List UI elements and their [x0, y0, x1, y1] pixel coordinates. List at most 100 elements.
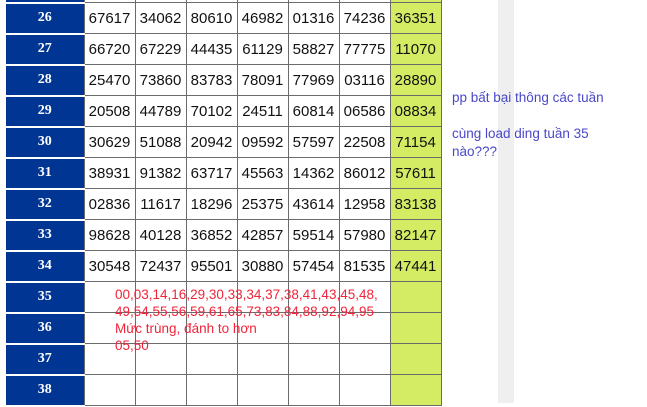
number-cell[interactable]: 20942: [185, 126, 238, 158]
comment-note: pp bất bại thông các tuần cùng load ding…: [452, 89, 612, 161]
highlight-cell[interactable]: 71154: [389, 126, 442, 158]
number-cell[interactable]: 43614: [287, 188, 340, 220]
overlay-line: 05,50: [115, 338, 149, 353]
table-row: 33 98628 40128 36852 42857 59514 57980 82147: [6, 219, 442, 252]
number-cell[interactable]: [185, 374, 238, 406]
number-cell[interactable]: 38931: [83, 157, 136, 189]
overlay-line: Mức trùng, đánh to hơn: [115, 321, 257, 336]
table-row: 34 30548 72437 95501 30880 57454 81535 47441: [6, 250, 442, 283]
highlight-cell[interactable]: 83138: [389, 188, 442, 220]
number-cell[interactable]: 66720: [83, 33, 136, 65]
number-cell[interactable]: 18296: [185, 188, 238, 220]
week-header: 25: [6, 0, 84, 4]
number-cell[interactable]: 67229: [134, 33, 187, 65]
table-row: 35: [6, 281, 442, 314]
number-cell[interactable]: [236, 343, 289, 375]
overlay-line: 00,03,14,16,29,30,33,34,37,38,41,43,45,4…: [115, 287, 378, 302]
week-header: 37: [6, 343, 84, 376]
table-row: 27 66720 67229 44435 61129 58827 77775 11070: [6, 33, 442, 66]
number-cell[interactable]: 34062: [134, 2, 187, 34]
number-cell[interactable]: 30629: [83, 126, 136, 158]
number-cell[interactable]: 74236: [338, 2, 391, 34]
number-cell[interactable]: 44435: [185, 33, 238, 65]
number-cell[interactable]: 24511: [236, 95, 289, 127]
number-cell[interactable]: 60814: [287, 95, 340, 127]
number-cell[interactable]: 44789: [134, 95, 187, 127]
number-cell[interactable]: 67617: [83, 2, 136, 34]
number-cell[interactable]: 70102: [185, 95, 238, 127]
highlight-cell[interactable]: [389, 343, 442, 375]
table-row: 32 02836 11617 18296 25375 43614 12958 83138: [6, 188, 442, 221]
number-cell[interactable]: 86012: [338, 157, 391, 189]
highlight-cell[interactable]: 08834: [389, 95, 442, 127]
number-cell[interactable]: 06586: [338, 95, 391, 127]
number-cell[interactable]: 58827: [287, 33, 340, 65]
number-cell[interactable]: 25375: [236, 188, 289, 220]
number-cell[interactable]: 46982: [236, 2, 289, 34]
number-cell[interactable]: 59514: [287, 219, 340, 251]
highlight-cell[interactable]: 11070: [389, 33, 442, 65]
overlay-numbers-text: 00,03,14,16,29,30,33,34,37,38,41,43,45,4…: [115, 286, 378, 354]
number-cell[interactable]: 95501: [185, 250, 238, 282]
number-cell[interactable]: 14362: [287, 157, 340, 189]
number-cell[interactable]: 36852: [185, 219, 238, 251]
number-cell[interactable]: [338, 374, 391, 406]
number-cell[interactable]: 03116: [338, 64, 391, 96]
number-cell[interactable]: 51088: [134, 126, 187, 158]
number-cell[interactable]: 77969: [287, 64, 340, 96]
lottery-grid: 2526676173406280610469820131674236363512…: [6, 0, 442, 407]
highlight-cell[interactable]: 82147: [389, 219, 442, 251]
number-cell[interactable]: 57454: [287, 250, 340, 282]
number-cell[interactable]: 78091: [236, 64, 289, 96]
number-cell[interactable]: [83, 343, 136, 375]
number-cell[interactable]: [236, 374, 289, 406]
week-header: 30: [6, 126, 84, 159]
highlight-cell[interactable]: [389, 374, 442, 406]
highlight-cell[interactable]: 28890: [389, 64, 442, 96]
number-cell[interactable]: 11617: [134, 188, 187, 220]
note-line: pp bất bại thông các tuần: [452, 90, 604, 105]
number-cell[interactable]: 20508: [83, 95, 136, 127]
week-header: 32: [6, 188, 84, 221]
number-cell[interactable]: 77775: [338, 33, 391, 65]
week-header: 35: [6, 281, 84, 314]
table-row: 30 30629 51088 20942 09592 57597 22508 71154: [6, 126, 442, 159]
number-cell[interactable]: 02836: [83, 188, 136, 220]
highlight-cell[interactable]: [389, 281, 442, 313]
number-cell[interactable]: [83, 374, 136, 406]
number-cell[interactable]: [287, 374, 340, 406]
scroll-gutter: [498, 0, 514, 403]
number-cell[interactable]: 73860: [134, 64, 187, 96]
number-cell[interactable]: 12958: [338, 188, 391, 220]
number-cell[interactable]: 42857: [236, 219, 289, 251]
note-line: cùng load ding tuần 35 nào???: [452, 126, 589, 159]
number-cell[interactable]: 45563: [236, 157, 289, 189]
highlight-cell[interactable]: 36351: [389, 2, 442, 34]
number-cell[interactable]: [236, 312, 289, 344]
number-cell[interactable]: 91382: [134, 157, 187, 189]
table-row: 38: [6, 374, 442, 407]
highlight-cell[interactable]: [389, 312, 442, 344]
number-cell[interactable]: 30880: [236, 250, 289, 282]
number-cell[interactable]: 30548: [83, 250, 136, 282]
number-cell[interactable]: 72437: [134, 250, 187, 282]
number-cell[interactable]: 25470: [83, 64, 136, 96]
number-cell[interactable]: 63717: [185, 157, 238, 189]
highlight-cell[interactable]: 47441: [389, 250, 442, 282]
number-cell[interactable]: 83783: [185, 64, 238, 96]
number-cell[interactable]: 22508: [338, 126, 391, 158]
number-cell[interactable]: 61129: [236, 33, 289, 65]
number-cell[interactable]: 09592: [236, 126, 289, 158]
number-cell[interactable]: 57980: [338, 219, 391, 251]
number-cell[interactable]: [287, 343, 340, 375]
number-cell[interactable]: 57597: [287, 126, 340, 158]
highlight-cell[interactable]: 57611: [389, 157, 442, 189]
week-header: 31: [6, 157, 84, 190]
number-cell[interactable]: 01316: [287, 2, 340, 34]
number-cell[interactable]: [134, 374, 187, 406]
number-cell[interactable]: 80610: [185, 2, 238, 34]
week-header: 36: [6, 312, 84, 345]
number-cell[interactable]: 81535: [338, 250, 391, 282]
number-cell[interactable]: 98628: [83, 219, 136, 251]
number-cell[interactable]: 40128: [134, 219, 187, 251]
